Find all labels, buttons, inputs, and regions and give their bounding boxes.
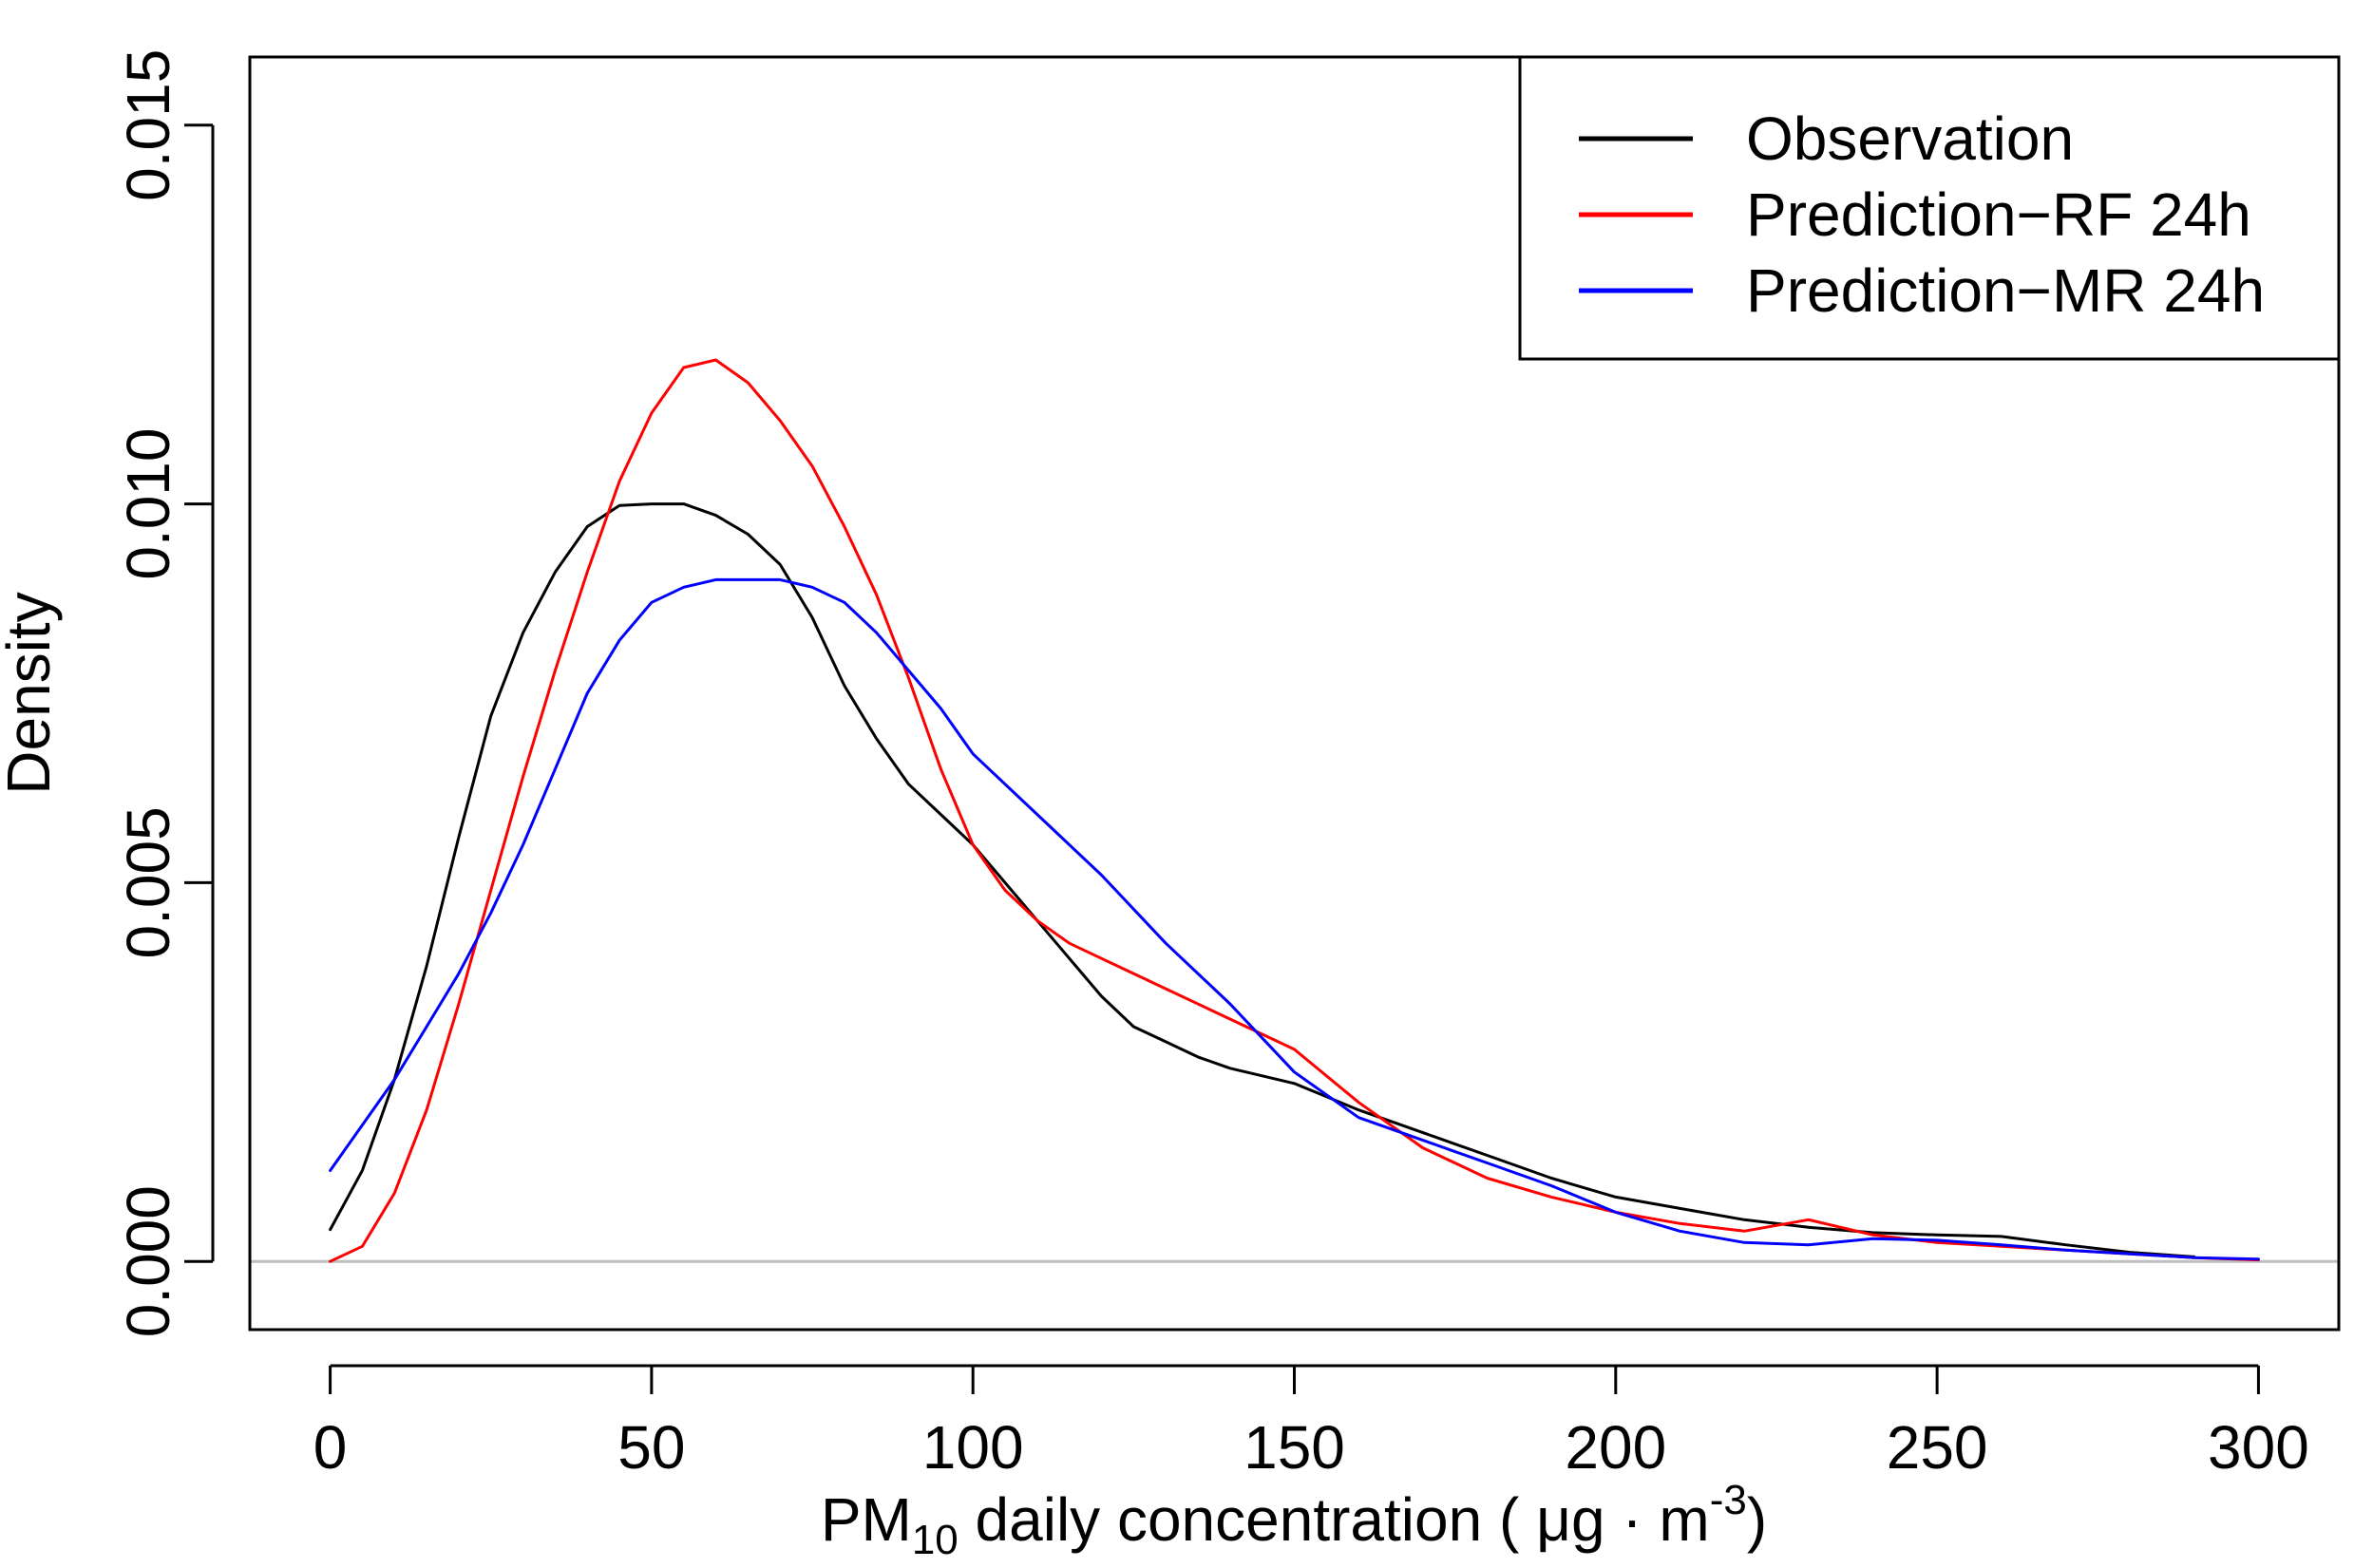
legend-label-2: Prediction−MR 24h	[1746, 256, 2265, 325]
x-tick-label: 100	[922, 1413, 1024, 1482]
series-line-2	[329, 577, 2260, 1261]
x-tick-label: 50	[617, 1413, 685, 1482]
x-axis-title: PM10 daily concentration ( μg · m-3)	[821, 1477, 1767, 1563]
axes: 0 50 100 150 200 250 300 0.000 0.005 0.010 0.015	[114, 49, 2341, 1482]
legend-label-1: Prediction−RF 24h	[1746, 180, 2251, 249]
series-layer	[329, 358, 2260, 1263]
axis-titles: Density PM10 daily concentration ( μg · m…	[0, 592, 1767, 1563]
x-tick-label: 200	[1565, 1413, 1666, 1482]
series-line-1	[329, 358, 2260, 1263]
y-tick-label: 0.000	[114, 1185, 182, 1337]
series-line-0	[329, 502, 2196, 1258]
y-tick-label: 0.015	[114, 49, 182, 201]
legend: Observation Prediction−RF 24h Prediction−M…	[1518, 55, 2341, 361]
y-axis-title: Density	[0, 592, 63, 794]
y-tick-label: 0.005	[114, 806, 182, 958]
y-tick-label: 0.010	[114, 428, 182, 580]
x-tick-label: 0	[313, 1413, 348, 1482]
x-tick-label: 300	[2208, 1413, 2309, 1482]
x-tick-label: 250	[1887, 1413, 1988, 1482]
plot-frame	[248, 55, 2341, 1332]
x-tick-label: 150	[1243, 1413, 1345, 1482]
legend-box	[1518, 55, 2341, 361]
legend-label-0: Observation	[1746, 104, 2074, 173]
